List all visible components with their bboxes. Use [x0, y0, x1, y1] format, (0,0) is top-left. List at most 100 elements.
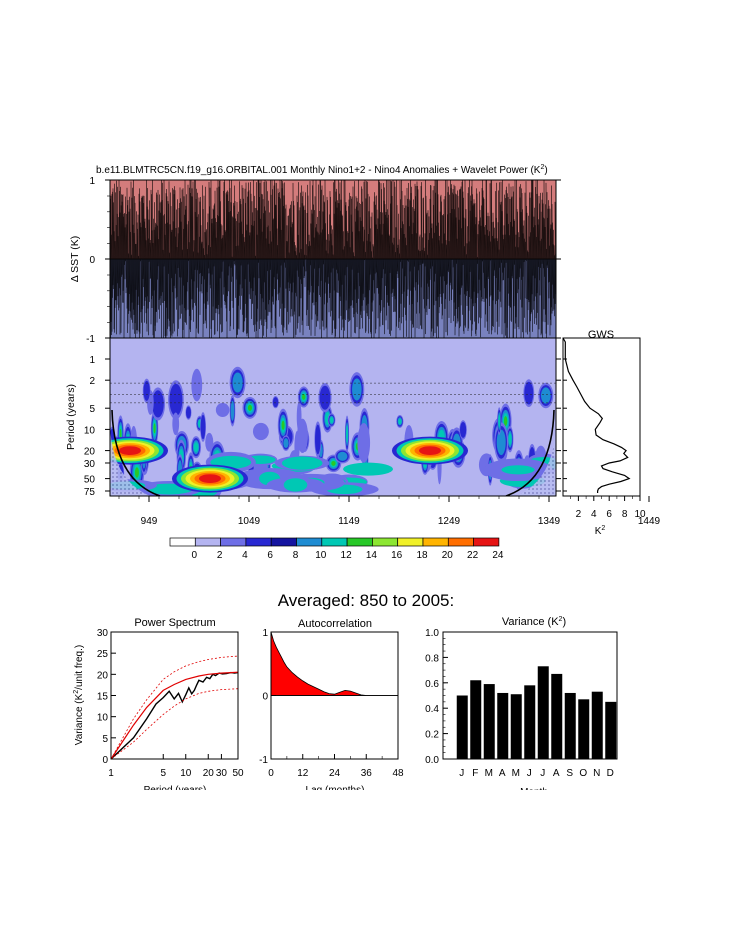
period-tick-label: 75	[84, 487, 96, 498]
wavelet-contour	[346, 425, 348, 443]
month-tick-label: J	[527, 768, 532, 779]
wavelet-contour	[283, 438, 289, 449]
wavelet-contour	[143, 380, 150, 401]
colorbar-label: 18	[416, 550, 428, 561]
variance-bar	[578, 699, 590, 759]
colorbar-label: 2	[217, 550, 223, 561]
colorbar-label: 14	[366, 550, 378, 561]
year-tick-label: 1449	[638, 516, 661, 527]
wavelet-contour	[283, 478, 308, 492]
figure-title: b.e11.BLMTRC5CN.f19_g16.ORBITAL.001 Mont…	[96, 164, 548, 176]
high-power-region	[199, 474, 221, 484]
wavelet-power-heatmap	[110, 338, 733, 496]
variance-bar	[591, 691, 603, 759]
averaged-title: Averaged: 850 to 2005:	[278, 591, 454, 610]
wavelet-contour	[247, 404, 253, 411]
ac-x-tick-label: 0	[268, 768, 274, 779]
period-tick-label: 2	[89, 376, 95, 387]
month-tick-label: N	[593, 768, 600, 779]
colorbar-label: 8	[293, 550, 299, 561]
colorbar-swatch	[372, 537, 399, 547]
positive-anomaly-lines	[110, 180, 556, 260]
wavelet-contour	[215, 402, 230, 418]
wavelet-contour	[398, 418, 402, 425]
ps-y-tick-label: 5	[102, 734, 108, 745]
high-power-region	[716, 469, 733, 487]
wavelet-contour	[230, 400, 235, 421]
period-tick-label: 50	[84, 475, 96, 486]
wavelet-contour	[524, 381, 534, 405]
ac-y-tick-label: 0	[262, 692, 268, 703]
wavelet-contour	[297, 418, 308, 454]
gws-tick-label: 8	[622, 509, 628, 520]
sst-timeseries-panel: 1 0 -1 Δ SST (K)	[69, 176, 561, 345]
period-tick-label: 10	[84, 425, 96, 436]
wavelet-contour	[119, 428, 122, 440]
high-power-region	[419, 446, 441, 455]
ps-y-tick-label: 0	[102, 755, 108, 766]
ps-x-tick-label: 10	[180, 768, 192, 779]
ps-x-tick-label: 30	[216, 768, 228, 779]
colorbar-swatch	[245, 537, 272, 547]
cone-of-influence-curve	[111, 409, 555, 496]
wavelet-contour	[281, 456, 323, 470]
ac-y-tick-label: 1	[262, 628, 268, 639]
sst-tick-label: -1	[86, 334, 95, 345]
ac-x-tick-label: 36	[361, 768, 373, 779]
colorbar-label: 12	[341, 550, 353, 561]
colorbar-swatch	[473, 537, 500, 547]
period-y-axis-label: Period (years)	[65, 384, 77, 450]
colorbar: 0 2 4 6 8 10 12 14 16 18 20 22 24	[169, 537, 504, 561]
spectrum-lower-bound	[110, 688, 239, 760]
wavelet-contour	[200, 414, 206, 440]
ps-y-tick-label: 10	[97, 713, 109, 724]
colorbar-label: 22	[467, 550, 479, 561]
colorbar-swatch	[220, 537, 247, 547]
variance-bar	[537, 666, 549, 759]
monthly-variance-plot	[456, 666, 617, 759]
colorbar-label: 24	[492, 550, 504, 561]
wavelet-frame	[109, 337, 557, 497]
period-tick-label: 20	[84, 447, 96, 458]
ps-x-tick-label: 50	[232, 768, 244, 779]
year-tick-label: 1149	[338, 516, 360, 527]
high-power-region	[720, 471, 733, 486]
period-tick-label: 30	[84, 459, 96, 470]
colorbar-swatch	[296, 537, 323, 547]
year-tick-label: 949	[141, 516, 158, 527]
power-spectrum-frame	[110, 631, 239, 760]
mv-y-tick-label: 0.6	[425, 679, 439, 690]
sst-timeseries-bars	[110, 180, 556, 338]
gws-y-axis	[563, 358, 567, 492]
wavelet-contour	[186, 406, 191, 419]
negative-anomaly-lines	[110, 258, 556, 338]
colorbar-label: 6	[267, 550, 273, 561]
ac-x-tick-label: 24	[329, 768, 341, 779]
wavelet-contour	[343, 462, 393, 476]
mv-y-tick-label: 0.8	[425, 653, 439, 664]
wavelet-contour	[319, 385, 331, 410]
wavelet-contour	[541, 387, 551, 404]
wavelet-contour	[193, 442, 199, 453]
ps-x-tick-label: 1	[108, 768, 114, 779]
colorbar-label: 16	[391, 550, 403, 561]
power-spectrum-y-label: Variance (K2/unit freq.)	[73, 645, 85, 745]
ps-y-tick-label: 15	[97, 692, 109, 703]
cone-of-influence-left	[110, 338, 150, 496]
power-spectrum-title: Power Spectrum	[134, 617, 215, 629]
gws-tick-label: 6	[606, 509, 612, 520]
high-power-region	[707, 466, 733, 491]
period-tick-label: 1	[89, 355, 95, 366]
variance-bar	[551, 673, 563, 759]
month-tick-label: D	[607, 768, 614, 779]
colorbar-swatch	[194, 537, 221, 547]
colorbar-swatch	[447, 537, 474, 547]
autocorrelation-title: Autocorrelation	[298, 618, 372, 630]
monthly-variance-axes: J F M A M J J A S O N D0.00.20.40.60.81.0	[425, 628, 614, 779]
wavelet-contour	[252, 422, 269, 441]
colorbar-swatch	[346, 537, 373, 547]
